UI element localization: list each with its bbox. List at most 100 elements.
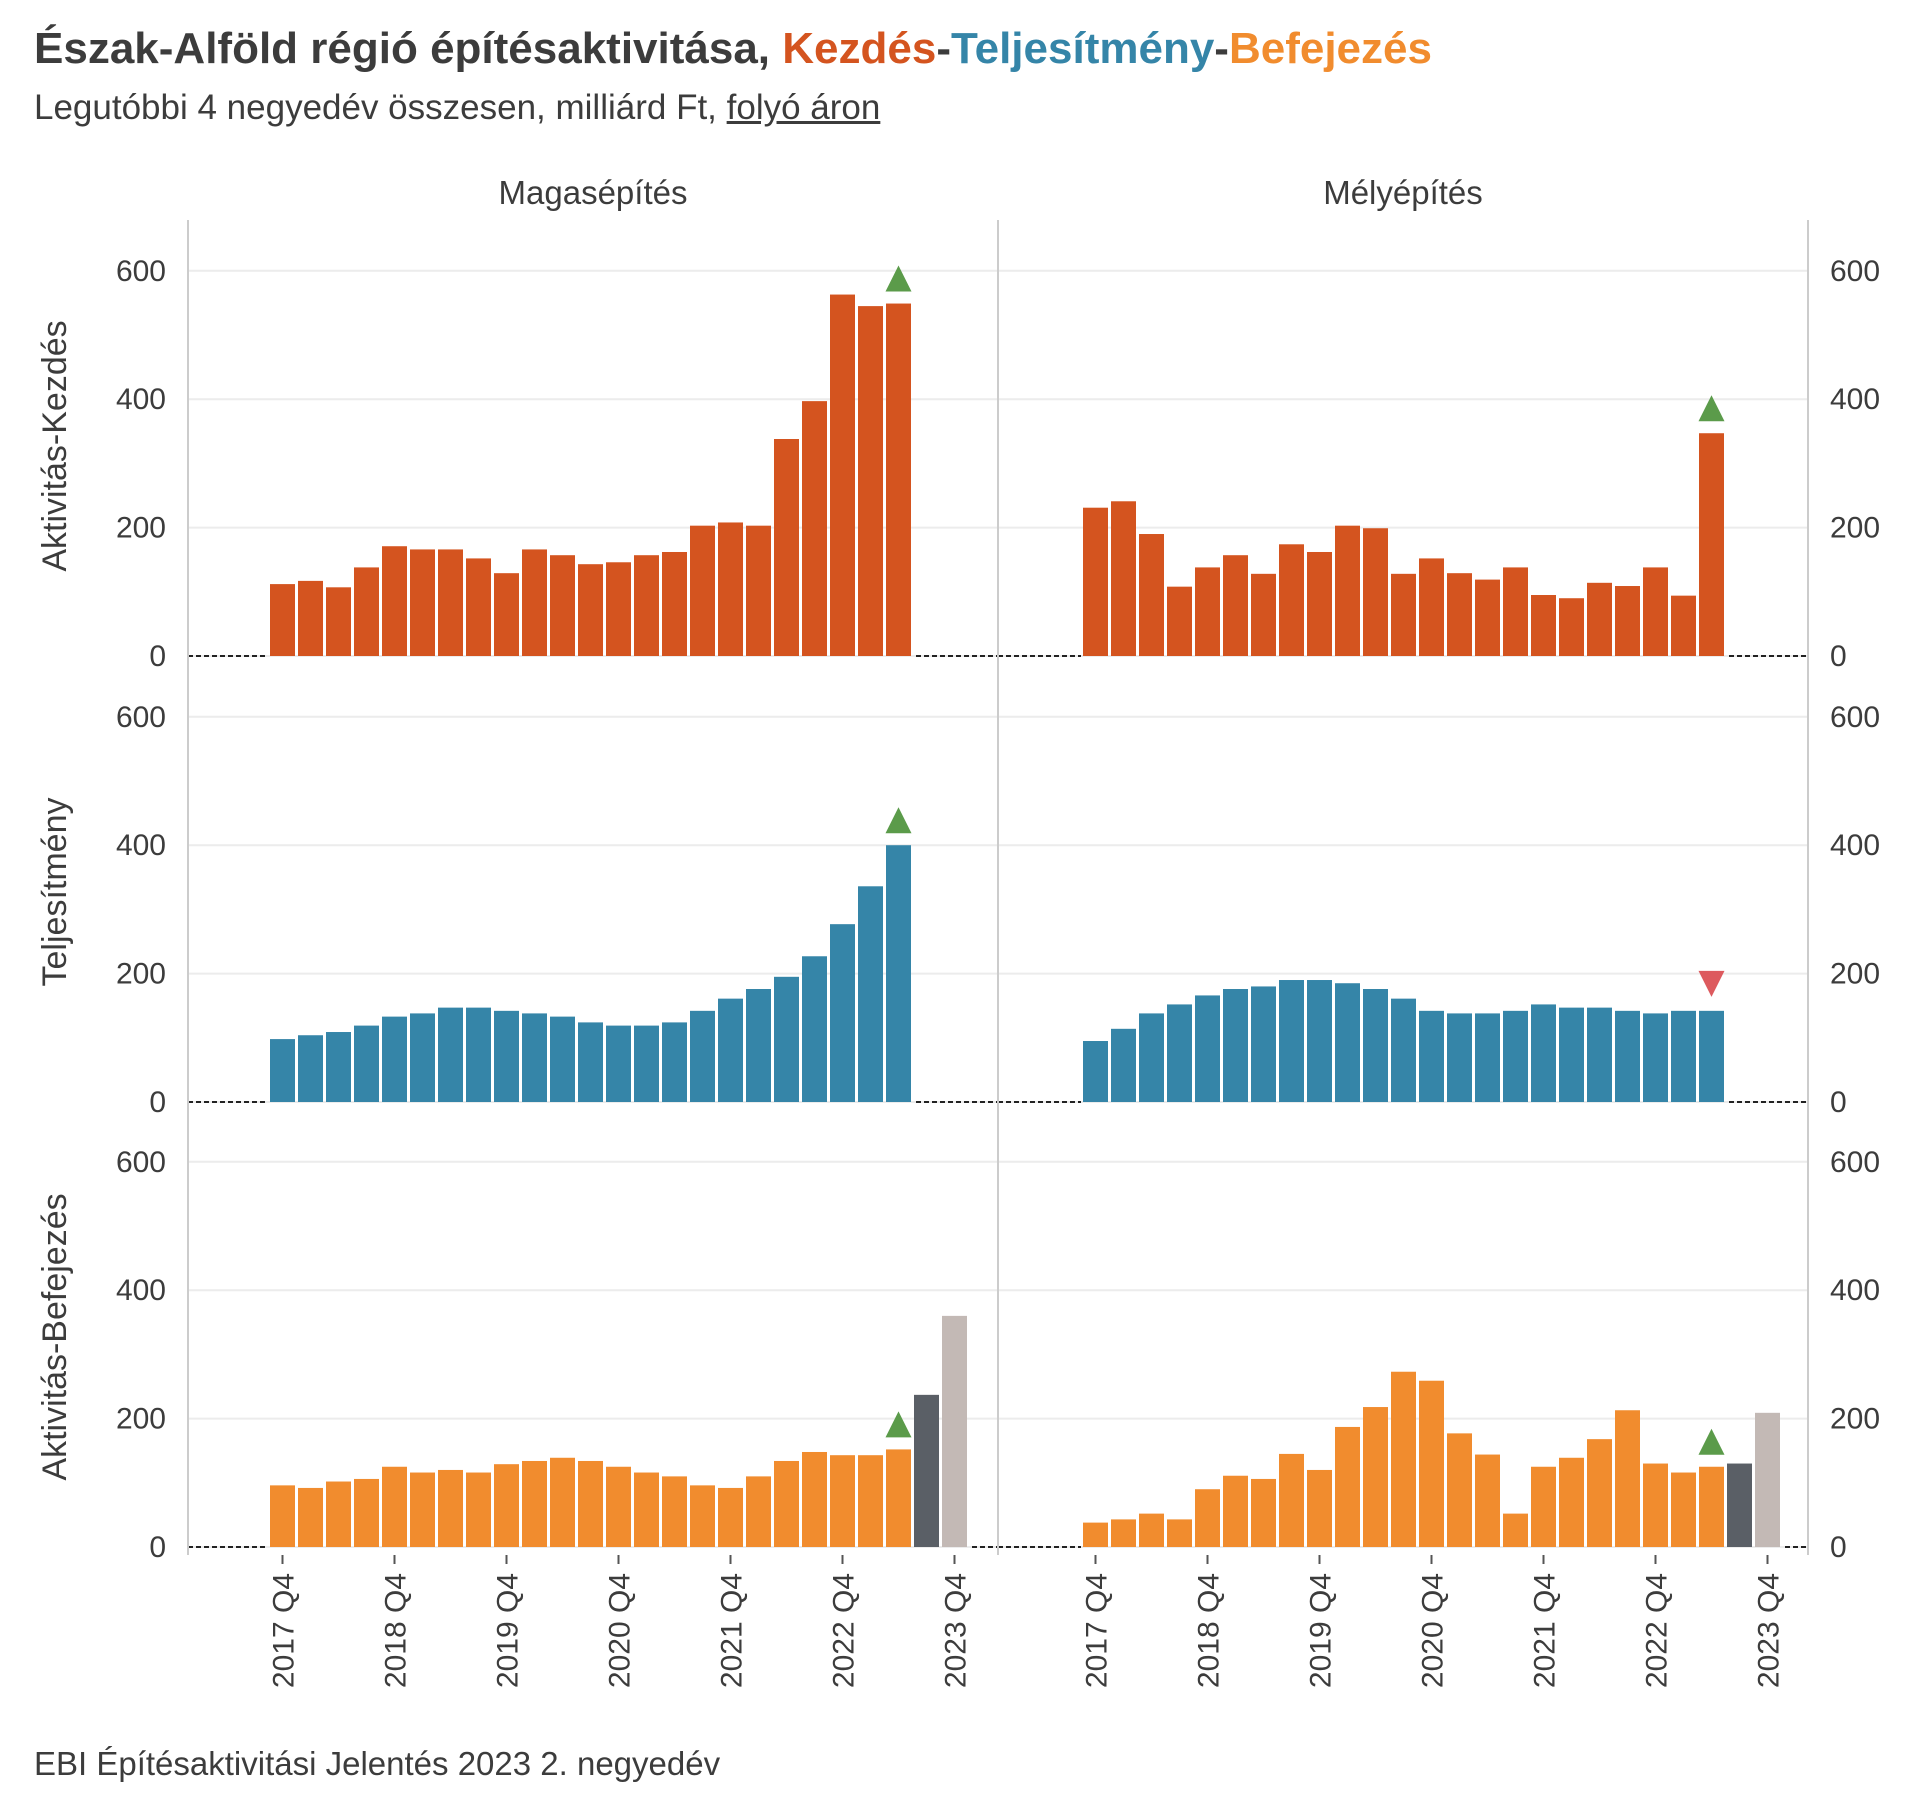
bar bbox=[1587, 582, 1612, 656]
bar bbox=[1111, 1519, 1136, 1547]
bar bbox=[1699, 1010, 1724, 1102]
forecast-bar bbox=[1755, 1412, 1780, 1547]
title-befejezes: Befejezés bbox=[1228, 24, 1432, 73]
bar bbox=[1531, 595, 1556, 656]
chart-title: Észak-Alföld régió építésaktivitása, Kez… bbox=[34, 24, 1432, 74]
forecast-bar bbox=[1727, 1463, 1752, 1547]
bar bbox=[1363, 528, 1388, 656]
title-separator-2: - bbox=[1214, 24, 1229, 73]
bar bbox=[410, 549, 435, 656]
bar bbox=[466, 1007, 491, 1102]
bar bbox=[1083, 507, 1108, 656]
bar bbox=[634, 555, 659, 656]
y-tick-label-right: 0 bbox=[1830, 1086, 1847, 1119]
bar bbox=[606, 1025, 631, 1102]
bar bbox=[746, 1476, 771, 1547]
bar bbox=[1307, 1469, 1332, 1547]
bar bbox=[1279, 544, 1304, 656]
change-up-arrow-icon bbox=[1698, 1428, 1725, 1455]
y-tick-label-left: 400 bbox=[116, 829, 166, 862]
bar bbox=[1139, 534, 1164, 656]
forecast-bar bbox=[942, 1315, 967, 1547]
bar bbox=[634, 1025, 659, 1102]
x-tick-label: 2021 Q4 bbox=[716, 1573, 749, 1688]
bar bbox=[550, 1457, 575, 1547]
y-tick-label-left: 400 bbox=[116, 383, 166, 416]
x-tick-label: 2017 Q4 bbox=[268, 1573, 301, 1688]
bar bbox=[774, 976, 799, 1102]
x-tick-label: 2022 Q4 bbox=[1641, 1573, 1674, 1688]
y-tick-label-right: 400 bbox=[1830, 1274, 1880, 1307]
bar bbox=[466, 558, 491, 656]
bar bbox=[1083, 1522, 1108, 1547]
bar bbox=[1559, 598, 1584, 656]
y-tick-label-left: 0 bbox=[149, 1086, 166, 1119]
bar bbox=[1587, 1439, 1612, 1547]
bar bbox=[1419, 1010, 1444, 1102]
bar bbox=[886, 845, 911, 1102]
forecast-bar bbox=[914, 1394, 939, 1547]
y-tick-label-right: 600 bbox=[1830, 1146, 1880, 1179]
bar bbox=[1643, 1463, 1668, 1547]
bar bbox=[886, 303, 911, 656]
x-tick-label: 2021 Q4 bbox=[1529, 1573, 1562, 1688]
bar bbox=[410, 1013, 435, 1102]
x-tick-label: 2023 Q4 bbox=[1753, 1573, 1786, 1688]
bar bbox=[1419, 1380, 1444, 1547]
change-down-arrow-icon bbox=[1698, 970, 1725, 997]
change-up-arrow-icon bbox=[885, 1411, 912, 1438]
bar bbox=[1643, 1013, 1668, 1102]
bar bbox=[578, 1460, 603, 1547]
bar bbox=[1307, 980, 1332, 1102]
bar bbox=[354, 1478, 379, 1547]
bar bbox=[858, 306, 883, 656]
bar bbox=[1195, 1489, 1220, 1547]
bar bbox=[1223, 555, 1248, 656]
title-separator-1: - bbox=[936, 24, 951, 73]
subtitle-price-basis: folyó áron bbox=[726, 88, 881, 127]
row-label-2: Aktivitás-Befejezés bbox=[36, 1193, 74, 1480]
bar bbox=[1279, 1453, 1304, 1547]
bar bbox=[1391, 573, 1416, 656]
bar bbox=[1559, 1457, 1584, 1547]
bar bbox=[382, 1466, 407, 1547]
bar bbox=[1223, 1475, 1248, 1547]
title-prefix: Észak-Alföld régió építésaktivitása, bbox=[34, 24, 783, 73]
bar bbox=[1139, 1013, 1164, 1102]
bar bbox=[438, 549, 463, 656]
bar bbox=[1139, 1513, 1164, 1547]
bar bbox=[1363, 1407, 1388, 1547]
y-tick-label-left: 0 bbox=[149, 640, 166, 673]
bar bbox=[1447, 573, 1472, 656]
bar bbox=[522, 1013, 547, 1102]
bar bbox=[494, 1010, 519, 1102]
change-up-arrow-icon bbox=[885, 265, 912, 292]
y-tick-label-right: 200 bbox=[1830, 958, 1880, 991]
y-tick-label-left: 400 bbox=[116, 1274, 166, 1307]
bar bbox=[1503, 1513, 1528, 1547]
bar bbox=[1559, 1007, 1584, 1102]
bar bbox=[270, 584, 295, 656]
bar bbox=[1671, 595, 1696, 656]
bar bbox=[410, 1472, 435, 1547]
x-tick-label: 2020 Q4 bbox=[1417, 1573, 1450, 1688]
change-up-arrow-icon bbox=[1698, 395, 1725, 422]
x-tick-label: 2022 Q4 bbox=[828, 1573, 861, 1688]
x-tick-label: 2019 Q4 bbox=[1305, 1573, 1338, 1688]
bar bbox=[438, 1469, 463, 1547]
source-note: EBI Építésaktivitási Jelentés 2023 2. ne… bbox=[34, 1745, 721, 1782]
bar bbox=[1111, 1028, 1136, 1102]
bar bbox=[830, 294, 855, 656]
bar bbox=[1391, 998, 1416, 1102]
bar bbox=[1419, 558, 1444, 656]
bar bbox=[1671, 1010, 1696, 1102]
bar bbox=[270, 1039, 295, 1102]
x-tick-label: 2018 Q4 bbox=[380, 1573, 413, 1688]
subtitle-prefix: Legutóbbi 4 negyedév összesen, milliárd … bbox=[34, 88, 727, 127]
y-tick-label-right: 400 bbox=[1830, 829, 1880, 862]
bar bbox=[1251, 1478, 1276, 1547]
bar bbox=[1335, 983, 1360, 1102]
bar bbox=[1503, 1010, 1528, 1102]
facet-label-melyepites: Mélyépítés bbox=[1323, 174, 1483, 211]
